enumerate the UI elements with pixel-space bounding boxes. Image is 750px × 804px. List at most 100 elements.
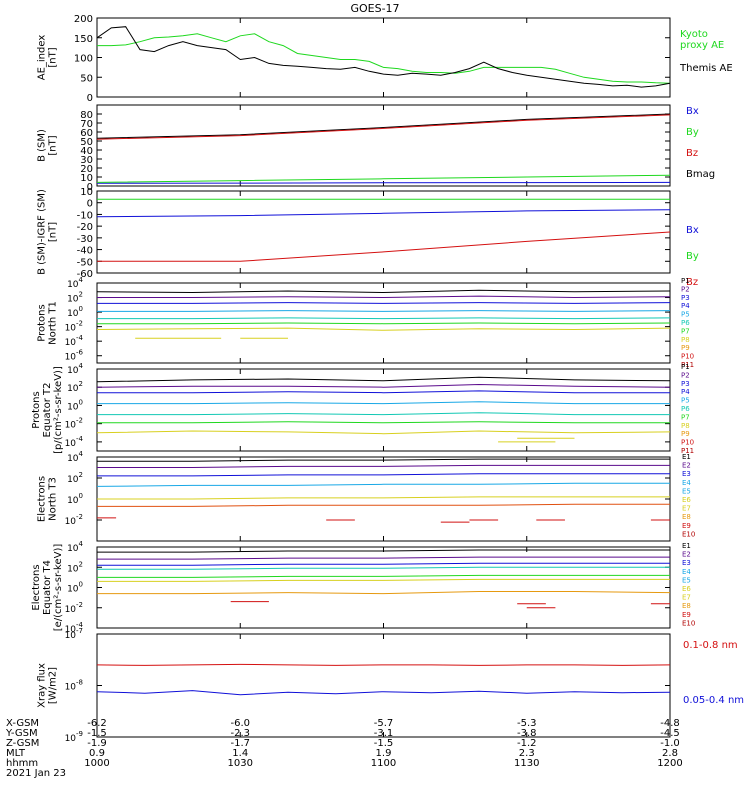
legend-entry: E6 [682,496,691,504]
legend-entry: E5 [682,576,691,584]
series-line [97,322,671,325]
series-line [96,482,670,487]
y-axis-label: [nT] [48,135,59,155]
legend-entry: E3 [682,470,691,478]
series-line [97,503,670,507]
y-axis-label: [W/m2] [48,667,59,704]
axis-row-label: hhmm [6,758,38,769]
series-line [97,591,671,595]
y-tick-label: 80 [80,110,93,121]
y-tick-label: 40 [80,146,93,157]
series-line [97,412,670,416]
legend-entry: E8 [682,513,691,521]
y-tick-label: 10-4 [65,435,84,449]
axis-row-value: 1.9 [376,748,392,759]
axis-row-value: -6.0 [230,718,250,729]
axis-row-label: Z-GSM [6,738,39,749]
series-line [97,421,670,424]
y-tick-label: 102 [67,291,83,305]
y-axis-label: North T1 [48,301,59,345]
y-tick-label: 100 [67,305,83,319]
legend-entry: E7 [682,505,691,513]
series-line [96,209,671,218]
series-line [96,690,671,696]
axis-row-value: 2.3 [519,748,535,759]
legend-entry: E9 [682,522,691,530]
legend-entry: P7 [681,413,690,421]
y-tick-label: 104 [67,540,83,554]
y-tick-label: 10-2 [65,601,83,615]
y-tick-label: 10-4 [65,334,84,348]
legend-entry: Bx [686,106,699,117]
legend-entry: E10 [682,530,695,538]
y-axis-label: [p/(cm²-s-sr-keV)] [53,366,64,454]
legend-entry: E1 [682,542,691,550]
y-axis-label: Xray flux [37,663,48,708]
legend-entry: P11 [681,447,694,455]
time-tick-label: 1130 [514,758,539,769]
axis-row-value: -1.9 [87,738,107,749]
axis-row-label: MLT [6,748,26,759]
y-tick-label: -60 [77,269,93,280]
legend-entry: P8 [681,422,690,430]
legend-entry: 0.1-0.8 nm [683,640,738,651]
y-tick-label: 102 [67,471,83,485]
y-tick-label: 10-6 [65,349,84,363]
series-line [97,464,670,468]
y-tick-label: 102 [67,380,83,394]
y-tick-label: 10-2 [65,320,83,334]
axis-row-value: -4.5 [660,728,680,739]
y-tick-label: 100 [67,581,83,595]
y-tick-label: 200 [74,14,93,25]
y-tick-label: 70 [80,119,93,130]
legend-entry: E7 [682,594,691,602]
legend-entry: E4 [682,479,691,487]
legend-entry: E6 [682,585,691,593]
series-line [96,430,671,435]
panel-en: 10-2 100 102 104 Electrons North T3 E1E2E3E4E5… [37,450,695,542]
legend-entry: P2 [681,285,690,293]
y-tick-label: 102 [67,560,83,574]
series-line [97,566,670,570]
y-tick-label: 100 [67,398,83,412]
series-line [97,390,670,394]
y-axis-label: Electrons [37,476,48,522]
axis-row-value: -2.3 [230,728,250,739]
y-axis-label: North T3 [48,477,59,521]
legend-entry: P3 [681,294,690,302]
axis-row-label: Y-GSM [5,728,38,739]
series-line [96,113,671,139]
panel-frame [96,17,671,98]
y-tick-label: 10-9 [65,730,83,744]
chart-title: GOES-17 [350,2,399,15]
series-line [96,663,671,666]
panel-frame [96,190,671,274]
y-tick-label: -50 [77,257,93,268]
panel-frame [96,282,671,364]
y-tick-label: 100 [67,492,83,506]
legend-entry: Kyoto [680,29,708,40]
y-tick-label: -40 [77,246,93,257]
legend-entry: P3 [681,380,690,388]
series-line [97,458,670,462]
series-line [97,473,670,477]
y-axis-label: B (SM) [37,129,48,162]
legend-entry: 0.05-0.4 nm [683,695,744,706]
y-axis-label: [nT] [48,222,59,242]
legend-entry: E4 [682,568,691,576]
series-line [97,574,670,578]
series-line [97,231,671,262]
axis-row-value: -5.7 [374,718,394,729]
legend-entry: P9 [681,344,690,352]
series-line [96,383,671,388]
y-tick-label: 10-8 [65,679,83,693]
y-axis-label: Electrons [31,564,42,610]
axis-row-value: -1.0 [660,738,680,749]
series-line [97,317,671,320]
series-line [96,289,671,294]
legend-entry: P1 [681,363,690,371]
legend-entry: Bz [686,148,698,159]
